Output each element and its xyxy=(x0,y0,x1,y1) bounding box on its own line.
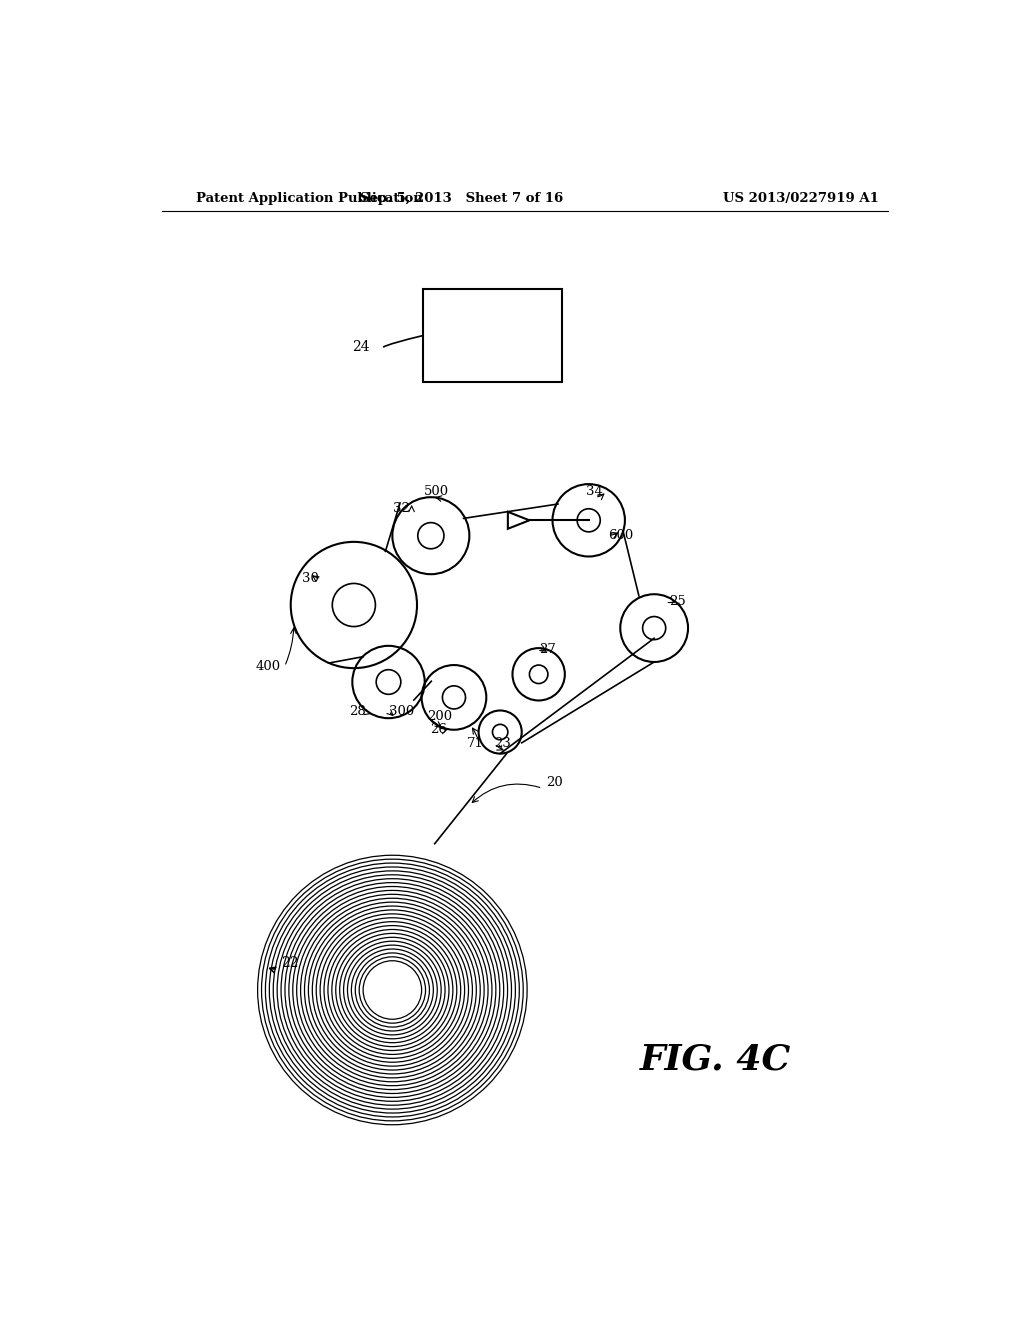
Text: 26: 26 xyxy=(430,723,447,737)
Text: 25: 25 xyxy=(670,595,686,609)
Text: 24: 24 xyxy=(351,341,370,354)
Text: US 2013/0227919 A1: US 2013/0227919 A1 xyxy=(723,191,879,205)
Text: 300: 300 xyxy=(388,705,414,718)
Text: 27: 27 xyxy=(539,643,556,656)
Bar xyxy=(423,289,562,381)
Text: 400: 400 xyxy=(256,660,281,673)
Text: Patent Application Publication: Patent Application Publication xyxy=(196,191,423,205)
Text: 32: 32 xyxy=(393,502,410,515)
Text: 23: 23 xyxy=(494,737,511,750)
Text: 71: 71 xyxy=(467,737,484,750)
Text: 200: 200 xyxy=(427,710,453,723)
Text: 28: 28 xyxy=(349,705,367,718)
Text: Sep. 5, 2013   Sheet 7 of 16: Sep. 5, 2013 Sheet 7 of 16 xyxy=(360,191,563,205)
Text: 500: 500 xyxy=(424,484,449,498)
Text: 22: 22 xyxy=(269,956,298,973)
Text: 600: 600 xyxy=(608,529,633,543)
Text: FIG. 4C: FIG. 4C xyxy=(640,1043,792,1076)
Text: 34: 34 xyxy=(587,484,603,498)
Text: 30: 30 xyxy=(301,572,318,585)
Text: 20: 20 xyxy=(547,776,563,788)
